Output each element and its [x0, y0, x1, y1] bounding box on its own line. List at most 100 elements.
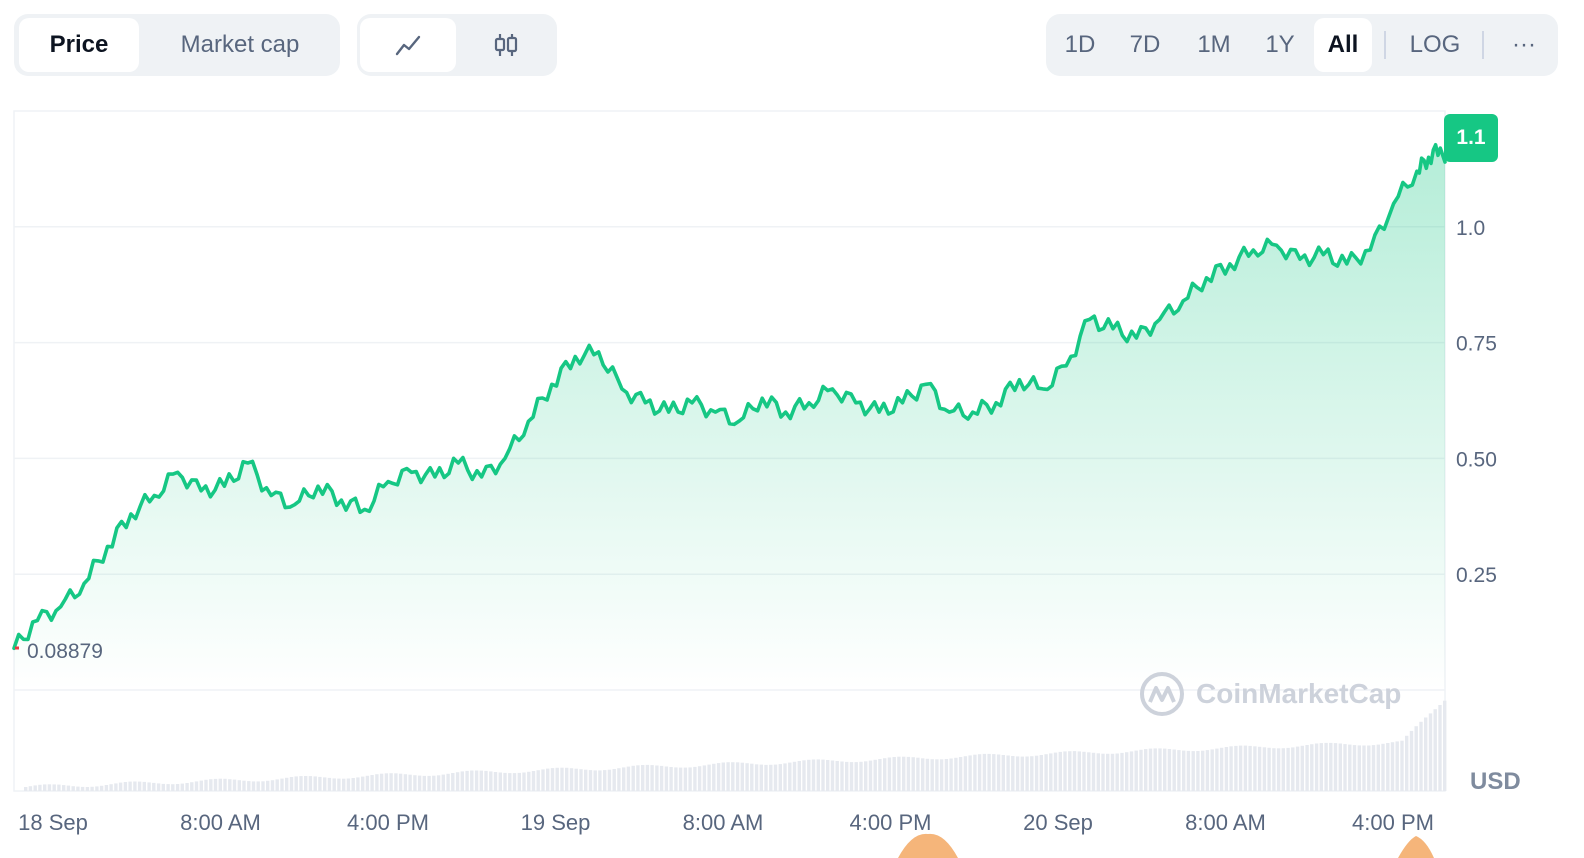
volume-bar: [465, 770, 469, 791]
price-area-fill: [14, 144, 1445, 691]
volume-bar: [85, 787, 90, 791]
volume-bar: [1068, 751, 1072, 791]
volume-bar: [1424, 717, 1428, 791]
more-divider: [1482, 31, 1484, 59]
volume-bar: [1229, 746, 1233, 791]
volume-bar: [1438, 705, 1442, 791]
y-tick-label: 0.25: [1456, 564, 1497, 587]
volume-bar: [1205, 750, 1210, 791]
volume-bar: [579, 769, 583, 791]
volume-bar: [949, 758, 953, 791]
volume-bar: [1253, 746, 1257, 791]
volume-bar: [944, 759, 949, 791]
volume-bar: [1034, 755, 1039, 791]
volume-bar: [451, 773, 455, 791]
volume-bar: [1319, 743, 1323, 791]
volume-bar: [389, 773, 393, 791]
volume-bar: [422, 775, 426, 791]
volume-bar: [1433, 709, 1437, 791]
volume-bar: [194, 781, 199, 791]
candlestick-button[interactable]: [459, 18, 553, 72]
volume-bar: [147, 782, 151, 791]
volume-bar: [1376, 744, 1380, 791]
x-tick-label: 8:00 AM: [683, 810, 764, 835]
volume-bar: [764, 764, 768, 791]
volume-bar: [707, 764, 711, 791]
volume-bar: [1238, 745, 1243, 791]
range-divider: [1384, 31, 1386, 59]
volume-bar: [745, 763, 749, 791]
volume-bar: [1144, 749, 1148, 791]
volume-bar: [43, 784, 47, 791]
volume-bar: [361, 776, 365, 791]
volume-bar: [479, 770, 483, 791]
volume-bar: [617, 768, 621, 791]
tab-market-cap[interactable]: Market cap: [180, 31, 300, 58]
range-1y[interactable]: 1Y: [1265, 31, 1295, 58]
volume-bar: [1158, 748, 1162, 791]
volume-bar: [175, 784, 180, 791]
tab-price[interactable]: Price: [19, 18, 139, 72]
volume-bar: [925, 758, 930, 791]
volume-bar: [1371, 745, 1376, 791]
volume-bar: [47, 784, 52, 791]
current-price-badge: 1.1: [1444, 114, 1498, 162]
volume-bar: [1148, 748, 1153, 791]
volume-bar: [1428, 713, 1433, 791]
volume-bar: [968, 755, 972, 791]
volume-bar: [1367, 745, 1371, 791]
volume-bar: [1063, 751, 1067, 791]
volume-bar: [678, 767, 683, 791]
volume-bar: [128, 781, 132, 791]
line-chart-button[interactable]: [360, 18, 456, 72]
x-tick-label: 8:00 AM: [1185, 810, 1266, 835]
more-options-button[interactable]: ···: [1512, 31, 1536, 58]
volume-bar: [911, 757, 915, 791]
volume-bar: [697, 766, 702, 791]
volume-bar: [1414, 726, 1418, 791]
volume-bar: [669, 767, 673, 791]
volume-bar: [939, 759, 944, 791]
volume-bar: [527, 771, 531, 791]
volume-bar: [1182, 750, 1186, 791]
volume-bar: [62, 785, 66, 791]
volume-bar: [584, 769, 588, 791]
volume-bar: [1110, 753, 1115, 791]
volume-bar: [1419, 721, 1423, 791]
volume-bar: [142, 781, 146, 791]
volume-bar: [603, 770, 607, 791]
log-scale-toggle[interactable]: LOG: [1409, 31, 1461, 58]
volume-bar: [982, 753, 987, 791]
y-tick-label: 0.75: [1456, 333, 1497, 356]
volume-bar: [1333, 743, 1338, 791]
volume-bar: [1338, 743, 1342, 791]
volume-bar: [650, 765, 654, 791]
volume-bar: [1276, 748, 1281, 791]
volume-bar: [987, 753, 991, 791]
volume-bar: [261, 781, 265, 791]
volume-bar: [664, 766, 669, 791]
volume-bar: [1030, 756, 1034, 791]
volume-bar: [351, 778, 355, 791]
volume-bar: [935, 759, 939, 791]
volume-bar: [251, 781, 256, 791]
range-7d[interactable]: 7D: [1129, 31, 1161, 58]
volume-bar: [289, 777, 294, 791]
volume-bar: [683, 767, 688, 791]
volume-bar: [1015, 756, 1020, 791]
x-tick-label: 4:00 PM: [1352, 810, 1434, 835]
volume-bar: [1082, 751, 1086, 791]
x-tick-label: 19 Sep: [521, 810, 591, 835]
volume-bar: [1125, 752, 1129, 791]
volume-bar: [109, 784, 113, 791]
range-1d[interactable]: 1D: [1064, 31, 1096, 58]
range-all[interactable]: All: [1314, 18, 1372, 72]
volume-bar: [152, 782, 156, 791]
volume-bar: [645, 764, 650, 791]
volume-bar: [593, 770, 597, 791]
volume-bar: [71, 786, 75, 791]
range-1m[interactable]: 1M: [1197, 31, 1231, 58]
volume-bar: [232, 779, 237, 791]
volume-bar: [531, 771, 536, 791]
volume-bar: [973, 754, 977, 791]
